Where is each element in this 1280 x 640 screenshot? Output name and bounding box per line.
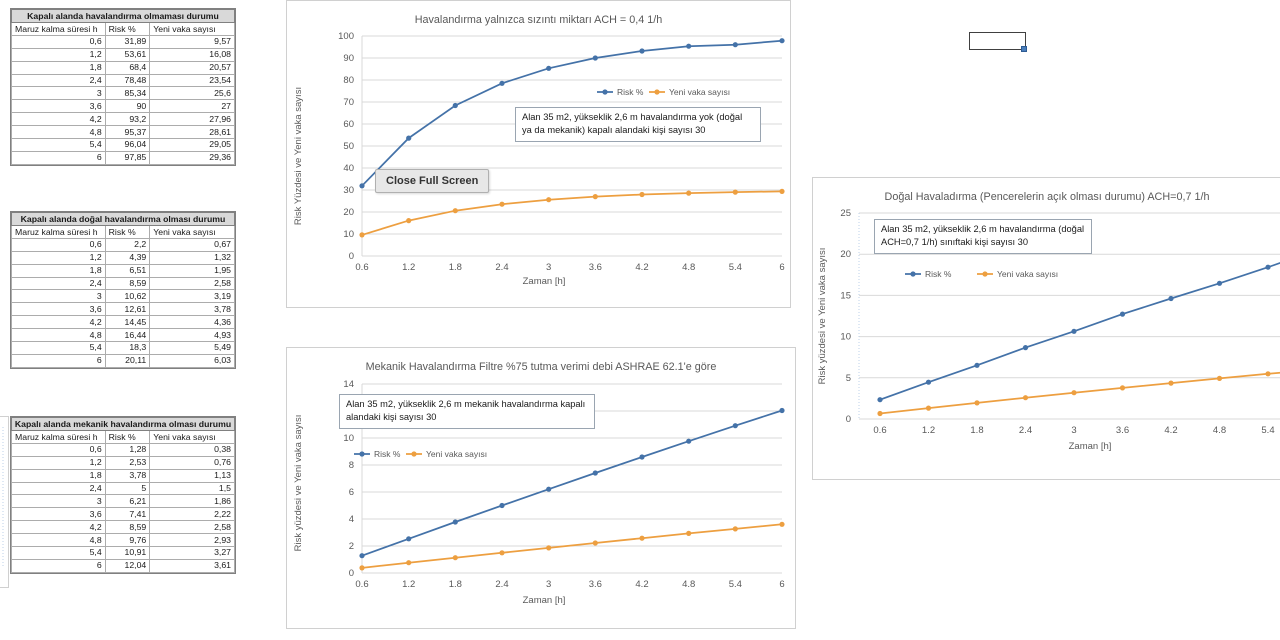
svg-text:Zaman [h]: Zaman [h] [523,276,566,287]
svg-text:5.4: 5.4 [729,262,742,273]
svg-text:3.6: 3.6 [589,262,602,273]
svg-text:20: 20 [840,249,851,260]
svg-text:Zaman [h]: Zaman [h] [1069,441,1112,452]
svg-text:40: 40 [343,163,354,174]
svg-text:5.4: 5.4 [729,579,742,590]
svg-text:Risk yüzdesi ve Yeni vaka sayı: Risk yüzdesi ve Yeni vaka sayısı [293,415,304,552]
svg-text:5.4: 5.4 [1261,425,1274,436]
svg-text:1.8: 1.8 [449,262,462,273]
svg-text:Zaman [h]: Zaman [h] [523,595,566,606]
svg-text:2.4: 2.4 [495,579,508,590]
svg-text:0: 0 [349,251,354,262]
svg-text:1.8: 1.8 [970,425,983,436]
svg-text:Risk Yüzdesi ve Yeni vaka sayı: Risk Yüzdesi ve Yeni vaka sayısı [293,87,304,225]
svg-text:4.8: 4.8 [682,579,695,590]
svg-text:8: 8 [349,460,354,471]
svg-text:0.6: 0.6 [355,262,368,273]
svg-text:3: 3 [1071,425,1076,436]
svg-text:Yeni vaka sayısı: Yeni vaka sayısı [669,87,730,97]
svg-text:Yeni vaka sayısı: Yeni vaka sayısı [997,269,1058,279]
svg-text:Risk %: Risk % [925,269,952,279]
svg-text:50: 50 [343,141,354,152]
svg-text:1.2: 1.2 [922,425,935,436]
svg-text:Risk %: Risk % [374,449,401,459]
svg-text:0: 0 [846,414,851,425]
svg-text:1.8: 1.8 [449,579,462,590]
svg-text:3.6: 3.6 [1116,425,1129,436]
svg-text:4.8: 4.8 [1213,425,1226,436]
svg-text:2.4: 2.4 [495,262,508,273]
svg-text:10: 10 [840,332,851,343]
svg-text:6: 6 [349,487,354,498]
svg-text:Risk %: Risk % [617,87,644,97]
svg-text:5: 5 [846,373,851,384]
svg-text:25: 25 [840,208,851,219]
svg-text:10: 10 [343,433,354,444]
svg-text:2: 2 [349,541,354,552]
svg-text:4.2: 4.2 [635,262,648,273]
svg-text:30: 30 [343,185,354,196]
svg-text:20: 20 [343,207,354,218]
svg-text:0: 0 [349,568,354,579]
svg-text:80: 80 [343,75,354,86]
svg-text:3: 3 [546,579,551,590]
svg-text:1.2: 1.2 [402,262,415,273]
svg-text:15: 15 [840,290,851,301]
svg-text:100: 100 [338,31,354,42]
svg-text:90: 90 [343,53,354,64]
svg-text:60: 60 [343,119,354,130]
svg-text:0.6: 0.6 [355,579,368,590]
svg-text:14: 14 [343,379,354,390]
svg-text:6: 6 [779,262,784,273]
svg-text:1.2: 1.2 [402,579,415,590]
svg-text:4.2: 4.2 [635,579,648,590]
svg-text:70: 70 [343,97,354,108]
svg-text:0.6: 0.6 [873,425,886,436]
svg-text:Yeni vaka sayısı: Yeni vaka sayısı [426,449,487,459]
svg-text:4.8: 4.8 [682,262,695,273]
svg-text:10: 10 [343,229,354,240]
svg-text:3.6: 3.6 [589,579,602,590]
svg-text:2.4: 2.4 [1019,425,1032,436]
svg-text:3: 3 [546,262,551,273]
svg-text:6: 6 [779,579,784,590]
svg-text:4.2: 4.2 [1164,425,1177,436]
svg-text:4: 4 [349,514,354,525]
svg-text:Risk yüzdesi ve Yeni vaka sayı: Risk yüzdesi ve Yeni vaka sayısı [817,248,828,385]
